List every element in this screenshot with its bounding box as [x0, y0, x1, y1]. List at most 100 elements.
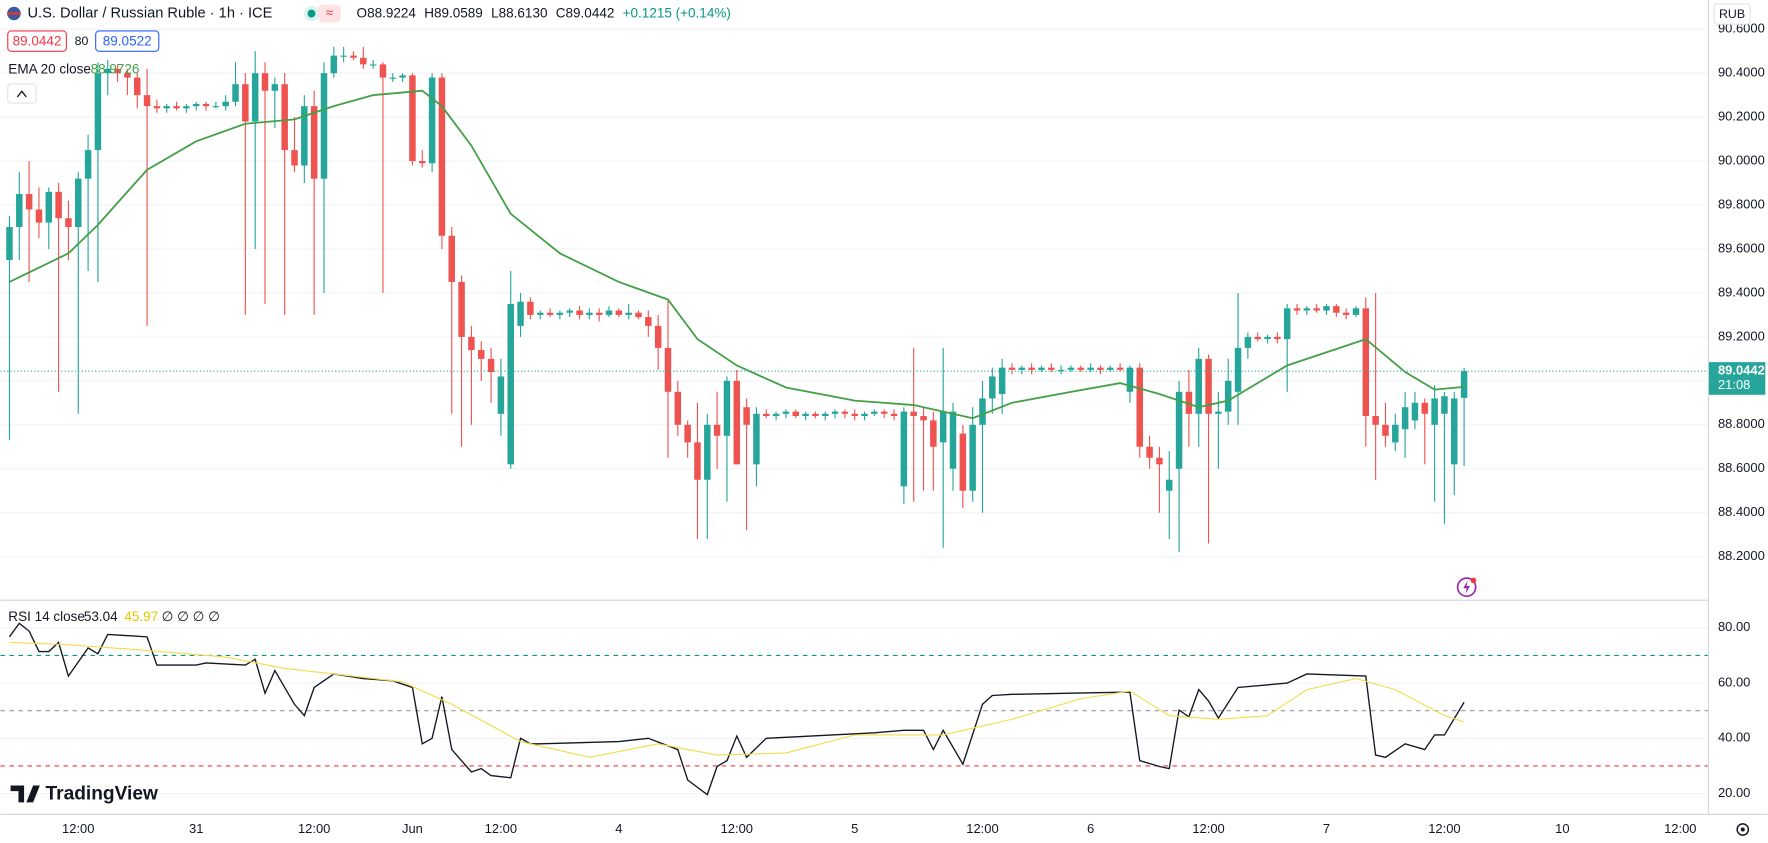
candle-body — [153, 106, 161, 109]
candle-body — [468, 336, 475, 351]
candle-body — [664, 347, 672, 392]
candle-body — [1313, 308, 1320, 311]
candle-body — [428, 77, 436, 164]
candle-body — [1362, 308, 1370, 417]
market-icon-glyph: ≈ — [326, 5, 334, 20]
candle-body — [1234, 347, 1242, 392]
x-tick-label: 7 — [1323, 821, 1330, 836]
candle-body — [399, 75, 406, 78]
alert-bolt — [1463, 580, 1471, 594]
x-tick-label: 12:00 — [1428, 821, 1460, 836]
y-tick-label: 20.00 — [1718, 785, 1750, 800]
candle-body — [861, 413, 868, 417]
axes: 12:00 31 12:00 Jun 12:00 4 12:00 5 12:00 6 12:00 7 1… — [62, 21, 1766, 836]
candle-body — [1333, 306, 1340, 313]
candle-body — [1382, 424, 1389, 436]
candle-body — [841, 411, 849, 414]
candle-body — [1323, 306, 1330, 311]
candle-body — [251, 73, 259, 122]
candle-body — [173, 106, 180, 109]
candle-body — [379, 64, 387, 78]
candle-body — [615, 310, 623, 315]
symbol-title: U.S. Dollar / Russian Ruble · 1h · ICE — [27, 5, 272, 21]
candle-body — [566, 310, 573, 313]
candle-body — [360, 57, 367, 65]
countdown-label: 21:08 — [1718, 377, 1750, 392]
candle-body — [1087, 367, 1094, 370]
buy-box[interactable] — [95, 30, 160, 52]
candle-body — [438, 77, 446, 236]
plot — [0, 46, 1708, 796]
candle-body — [969, 424, 976, 491]
candle-body — [763, 413, 770, 417]
alert-badge — [1470, 577, 1477, 584]
header: U.S. Dollar / Russian Ruble · 1h · ICE ≈… — [7, 3, 1751, 836]
candle-body — [851, 413, 858, 417]
x-tick-label: 12:00 — [62, 821, 94, 836]
candle-body — [1146, 446, 1153, 458]
candle-body — [1392, 424, 1399, 443]
ohlc-high: H89.0589 — [424, 5, 483, 20]
candle-body — [694, 442, 701, 480]
sell-box[interactable] — [7, 30, 67, 52]
candle-body — [890, 413, 898, 417]
buy-price: 89.0522 — [103, 33, 152, 48]
candle-body — [261, 73, 269, 91]
ohlc-close: C89.0442 — [556, 5, 615, 20]
candle-body — [1107, 367, 1114, 370]
candle-body — [1175, 391, 1183, 469]
candle-body — [310, 106, 318, 179]
candle-body — [1254, 336, 1261, 340]
candle-body — [1136, 367, 1143, 447]
x-tick-label: 10 — [1555, 821, 1569, 836]
market-icon[interactable] — [318, 4, 341, 23]
candle-body — [16, 194, 23, 228]
candle-body — [320, 73, 328, 179]
candle-body — [458, 281, 465, 337]
candle-body — [900, 411, 908, 487]
y-tick-label: 89.4000 — [1718, 284, 1765, 299]
rsi-ma-line — [9, 641, 1465, 758]
candle-body — [84, 150, 92, 179]
candle-body — [350, 55, 357, 58]
candle-body — [772, 413, 780, 417]
ohlc: O88.9224 H89.0589 L88.6130 C89.0442 +0.1… — [357, 5, 731, 20]
candle-body — [143, 95, 151, 107]
flag-stripe — [7, 12, 21, 15]
candle-body — [1126, 367, 1134, 392]
y-tick-label: 80.00 — [1718, 619, 1750, 634]
candle-body — [733, 380, 741, 465]
candle-body — [212, 106, 220, 108]
candle-body — [389, 77, 397, 79]
candle-body — [281, 84, 288, 151]
candle-body — [1274, 336, 1281, 340]
x-tick-label: Jun — [402, 821, 423, 836]
currency-box[interactable] — [1713, 3, 1751, 25]
candle-body — [831, 411, 839, 414]
y-tick-label: 89.8000 — [1718, 196, 1765, 211]
x-tick-label: 12:00 — [485, 821, 517, 836]
x-tick-label: 31 — [189, 821, 203, 836]
collapse-arrow — [16, 90, 27, 98]
candle-body — [723, 380, 731, 436]
ema-legend-value: 88.9726 — [91, 61, 140, 76]
settings-icon[interactable] — [1736, 823, 1750, 836]
candle-body — [340, 55, 347, 57]
candle-body — [114, 68, 121, 74]
y-tick-label: 89.6000 — [1718, 240, 1765, 255]
candle-body — [654, 325, 662, 348]
candle-body — [104, 68, 111, 74]
candle-body — [1195, 358, 1202, 414]
candle-body — [684, 424, 691, 443]
candle-body — [704, 424, 711, 480]
collapse-button[interactable] — [7, 83, 37, 104]
y-tick-label: 88.4000 — [1718, 504, 1765, 519]
candle-body — [1244, 336, 1252, 348]
candle-body — [556, 312, 564, 315]
y-tick-label: 88.2000 — [1718, 548, 1765, 563]
candle-body — [1460, 371, 1468, 398]
candle-body — [1008, 367, 1016, 370]
candle-body — [920, 416, 927, 421]
candle-body — [487, 358, 495, 373]
candle-body — [222, 101, 229, 107]
